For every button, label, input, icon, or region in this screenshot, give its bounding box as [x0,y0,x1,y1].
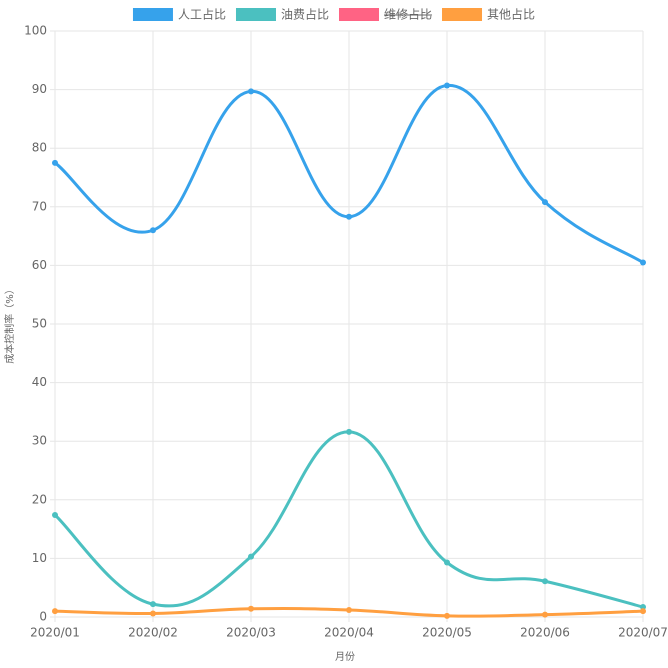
data-point [640,604,646,611]
legend-label: 人工占比 [178,7,226,22]
data-point [444,82,450,89]
data-point [542,611,548,618]
legend-swatch [235,8,276,21]
data-point [150,610,156,617]
data-point [542,199,548,206]
data-point [52,608,58,615]
legend-swatch [339,8,379,21]
data-point [248,88,254,95]
data-point [150,601,156,608]
legend-swatch [132,8,173,21]
data-point [346,213,352,220]
x-tick-label: 2020/02 [128,626,178,640]
x-tick-label: 2020/04 [324,626,374,640]
legend-label: 维修占比 [384,7,432,22]
data-point [542,578,548,585]
x-tick-label: 2020/07 [618,626,668,640]
data-point [248,605,254,612]
y-tick-label: 60 [32,258,47,272]
x-tick-label: 2020/06 [520,626,570,640]
data-point [640,259,646,266]
y-tick-label: 80 [32,141,47,155]
data-point [150,227,156,234]
y-tick-label: 100 [24,24,47,38]
data-point [346,428,352,435]
data-point [444,612,450,619]
legend: 人工占比 油费占比 维修占比 其他占比 [132,7,535,22]
y-tick-label: 30 [32,434,47,448]
data-point [52,512,58,519]
y-tick-label: 40 [32,375,47,389]
x-axis-label: 月份 [335,651,355,663]
legend-label: 其他占比 [487,7,535,22]
legend-swatch [442,8,483,21]
data-point [640,608,646,615]
y-axis-label: 成本控制率（%） [3,284,16,364]
y-tick-label: 50 [32,317,47,331]
data-point [444,559,450,566]
y-tick-label: 0 [39,610,47,624]
data-point [52,159,58,166]
x-tick-label: 2020/01 [30,626,80,640]
y-tick-label: 20 [32,492,47,506]
y-tick-label: 10 [32,551,47,565]
x-tick-label: 2020/03 [226,626,276,640]
data-point [346,606,352,613]
x-tick-label: 2020/05 [422,626,472,640]
legend-label: 油费占比 [281,7,329,22]
data-point [248,553,254,560]
y-tick-label: 70 [32,199,47,213]
y-tick-label: 90 [32,82,47,96]
